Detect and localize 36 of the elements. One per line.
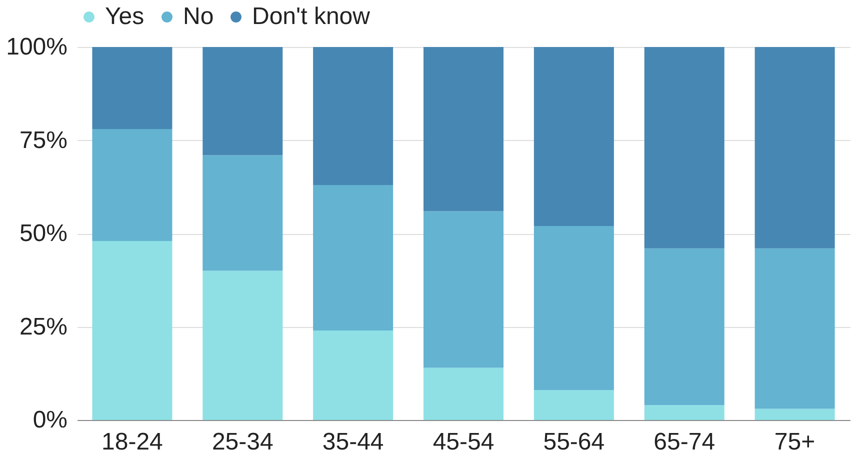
x-tick-label: 65-74 (654, 428, 716, 456)
bar (754, 248, 835, 409)
bar (424, 211, 504, 368)
bar (534, 47, 614, 226)
x-tick-label: 45-54 (432, 428, 494, 456)
bar (92, 240, 172, 420)
x-tick-label: 55-64 (543, 428, 605, 456)
bar (202, 155, 283, 271)
x-tick-label: 18-24 (102, 428, 163, 456)
bar (644, 248, 724, 406)
y-tick-label: 75% (19, 126, 68, 154)
x-tick-label: 75+ (774, 428, 816, 456)
bar (313, 185, 394, 330)
bar (313, 47, 394, 186)
x-tick-label: 35-44 (322, 428, 384, 456)
bar (424, 47, 504, 212)
bar (424, 368, 504, 420)
bar (202, 270, 283, 420)
bar (754, 408, 835, 420)
y-tick-label: 25% (19, 313, 68, 340)
bar (202, 47, 283, 156)
legend-label: Yes (105, 3, 144, 30)
bar (644, 405, 724, 420)
bar (92, 129, 172, 241)
y-tick-label: 50% (19, 220, 68, 247)
bar (534, 390, 614, 420)
bar (644, 47, 724, 248)
bar (754, 47, 835, 248)
bar (92, 47, 172, 130)
y-tick-label: 100% (6, 34, 68, 60)
legend-label: No (183, 3, 214, 30)
legend-label: Don't know (252, 3, 371, 30)
x-tick-label: 25-34 (212, 428, 274, 456)
bar (313, 330, 394, 420)
y-tick-label: 0% (32, 406, 68, 434)
bar (534, 226, 614, 390)
